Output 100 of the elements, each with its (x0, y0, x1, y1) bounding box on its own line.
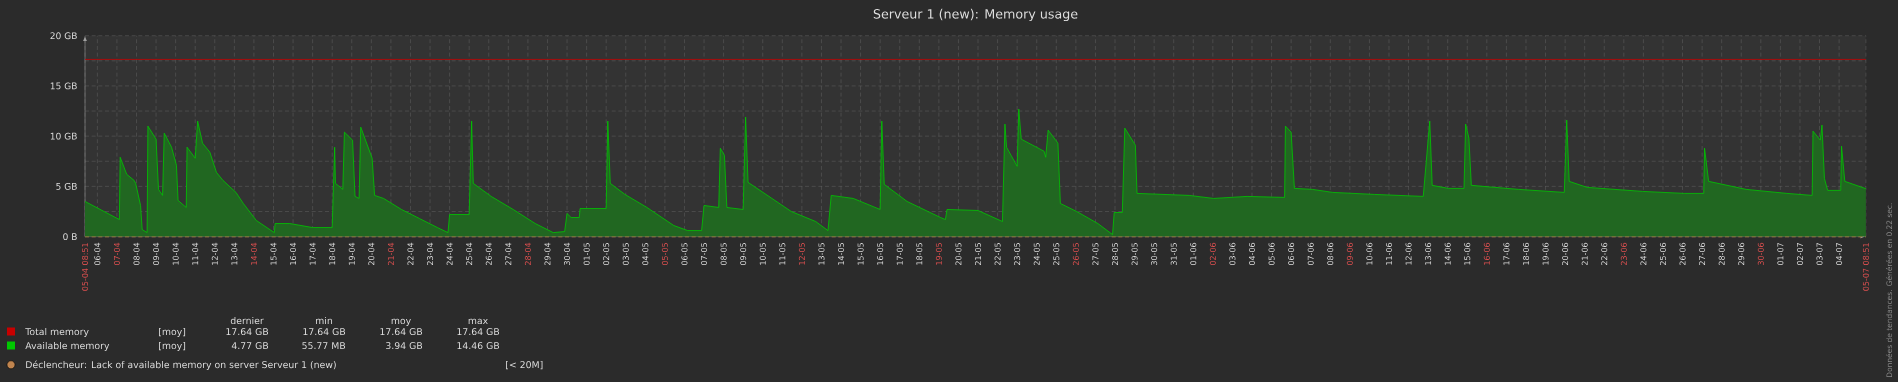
x-tick-label: 09-06 (1346, 242, 1353, 266)
text: moy (391, 318, 411, 326)
text: 17.64 GB (226, 328, 269, 336)
x-tick-label: 28-06 (1718, 242, 1725, 266)
x-tick-label: 05-05 (661, 243, 668, 266)
legend-label: Déclencheur: Lack of available memory on server Serveur 1 (new) (26, 360, 336, 370)
x-tick-label: 25-05 (1053, 243, 1060, 266)
x-tick-label: 28-04 (524, 242, 531, 266)
text: min (316, 316, 333, 324)
x-tick-label: 25-04 (466, 242, 473, 266)
x-tick-label: 19-04 (348, 242, 355, 265)
x-tick-label: 03-05 (622, 243, 629, 266)
x-tick-label: 16-04 (290, 242, 297, 265)
x-tick-label: 04-06 (1248, 242, 1256, 266)
x-tick-label: 12-04 (211, 242, 218, 265)
x-tick-label: 28-05 (1111, 243, 1119, 266)
x-tick-label: 10-05 (759, 243, 766, 265)
x-tick-label: 29-05 (1131, 243, 1138, 266)
x-tick-label: 14-04 (250, 242, 257, 265)
text: 17.64 GB (457, 328, 500, 336)
x-tick-label: 19-05 (935, 243, 942, 265)
x-tick-label: 27-06 (1699, 242, 1706, 266)
x-tick-label: 17-06 (1503, 242, 1510, 265)
y-tick-label: 10 GB (50, 132, 77, 140)
x-tick-label: 08-05 (720, 243, 727, 266)
x-tick-label: 06-05 (681, 243, 688, 266)
x-tick-label: 15-04 (270, 242, 277, 265)
x-tick-label: 01-07 (1777, 243, 1784, 266)
text: max (468, 318, 488, 325)
x-tick-label: 07-05 (701, 243, 708, 266)
x-tick-label: 05-06 (1268, 242, 1275, 266)
x-tick-label: 01-06 (1190, 242, 1197, 266)
x-tick-label: 23-05 (1014, 243, 1021, 266)
x-tick-label: 21-06 (1581, 242, 1588, 266)
x-tick-label: 27-05 (1092, 243, 1099, 266)
x-tick-label: 12-06 (1405, 242, 1412, 265)
x-tick-label: 07-04 (113, 242, 120, 266)
x-tick-label: 11-04 (192, 242, 199, 265)
x-tick-label: 08-06 (1327, 242, 1334, 266)
x-tick-label: 19-06 (1542, 242, 1549, 265)
x-tick-label: 08-04 (133, 242, 140, 266)
x-tick-label: 13-05 (818, 243, 825, 265)
x-tick-label: 20-06 (1562, 242, 1569, 266)
y-tick-label: 20 GB (50, 32, 77, 40)
x-tick-label: 16-06 (1483, 242, 1490, 265)
x-tick-label: 30-05 (1151, 243, 1158, 266)
text: 4.77 GB (231, 342, 269, 350)
x-tick-label: 22-05 (994, 243, 1001, 266)
x-tick-label: 09-04 (153, 242, 160, 266)
x-tick-label: 20-04 (368, 242, 375, 266)
x-tick-label: 15-06 (1464, 242, 1471, 265)
text: 17.64 GB (303, 328, 346, 336)
x-tick-label: 23-06 (1620, 242, 1627, 266)
x-tick-label: 12-05 (798, 243, 805, 265)
x-tick-label: 05-04 08:51 (81, 243, 89, 291)
x-tick-label: 22-06 (1601, 242, 1608, 266)
x-tick-label: 27-04 (505, 242, 512, 266)
x-tick-label: 26-05 (1072, 243, 1079, 266)
x-tick-label: 25-06 (1659, 242, 1666, 266)
legend-label: Available memory (25, 341, 110, 351)
x-tick-label: 10-06 (1366, 242, 1373, 265)
x-tick-label: 18-06 (1522, 242, 1529, 265)
x-tick-label: 23-04 (427, 242, 434, 266)
x-tick-label: 15-05 (857, 243, 864, 265)
x-tick-label: 17-04 (309, 242, 316, 265)
text: dernier (230, 316, 264, 325)
text: 3.94 GB (386, 342, 423, 350)
x-tick-label: 29-04 (544, 242, 551, 266)
x-tick-label: 18-04 (329, 242, 336, 265)
chart-title: Serveur 1 (new): Memory usage (873, 8, 1078, 22)
text: [< 20M] (506, 360, 543, 370)
x-tick-label: 29-06 (1738, 242, 1745, 266)
x-tick-label: 26-06 (1679, 242, 1686, 266)
x-tick-label: 07-06 (1307, 242, 1314, 266)
x-tick-label: 03-06 (1229, 242, 1236, 266)
x-tick-label: 11-06 (1385, 242, 1392, 265)
x-tick-label: 18-05 (916, 243, 923, 265)
x-tick-label: 01-05 (583, 243, 590, 266)
x-tick-label: 24-04 (446, 242, 453, 266)
x-tick-label: 20-05 (955, 243, 962, 266)
x-tick-label: 11-05 (779, 243, 786, 265)
x-tick-label: 02-05 (603, 243, 610, 266)
x-tick-label: 30-06 (1757, 242, 1764, 266)
x-tick-label: 24-06 (1640, 242, 1647, 266)
x-tick-label: 06-04 (94, 242, 101, 266)
x-tick-label: 26-04 (485, 242, 492, 266)
x-tick-label: 21-04 (387, 242, 394, 266)
x-tick-label: 13-06 (1425, 242, 1432, 265)
x-tick-label: 03-07 (1816, 243, 1823, 266)
x-tick-label: 17-05 (896, 243, 903, 265)
x-tick-label: 22-04 (407, 242, 414, 266)
y-tick-label: 5 GB (56, 182, 77, 190)
x-tick-label: 30-04 (564, 242, 571, 266)
text: [moy] (159, 327, 186, 337)
x-tick-label: 09-05 (740, 243, 747, 266)
x-tick-label: 14-05 (837, 243, 845, 265)
y-tick-label: 15 GB (50, 82, 77, 90)
x-tick-label: 04-05 (642, 243, 649, 266)
x-tick-label: 24-05 (1033, 243, 1040, 266)
x-tick-label: 05-07 08:51 (1862, 243, 1869, 291)
